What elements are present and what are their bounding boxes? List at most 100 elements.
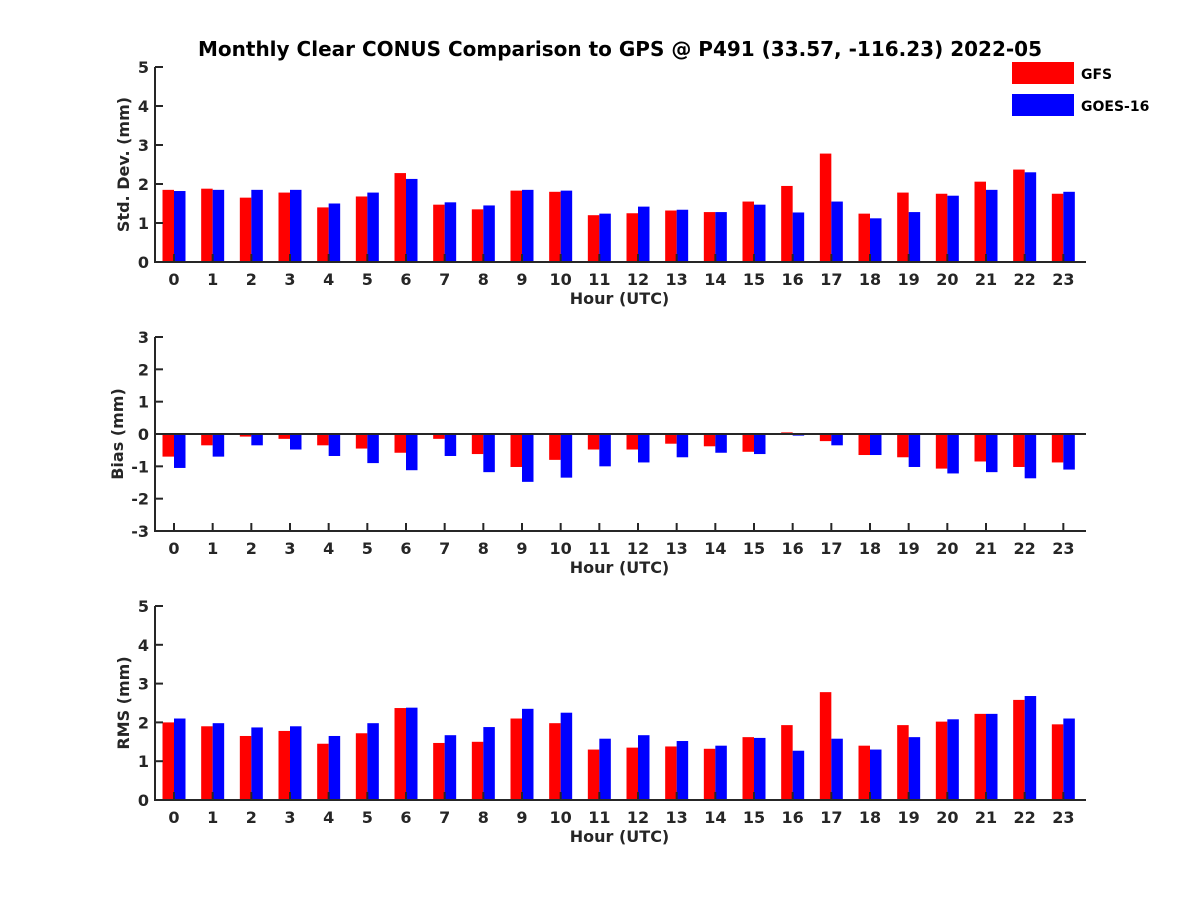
bar-goes16-hour-13 (676, 741, 689, 800)
bar-goes16-hour-7 (444, 434, 457, 456)
bar-goes16-hour-16 (792, 212, 805, 262)
x-axis-label: Hour (UTC) (570, 827, 670, 846)
bar-goes16-hour-8 (483, 727, 495, 800)
bar-goes16-hour-17 (831, 201, 843, 262)
y-tick-label: 1 (138, 752, 149, 771)
bar-gfs-hour-8 (471, 434, 484, 455)
x-tick-label: 16 (782, 808, 804, 827)
bar-goes16-hour-18 (870, 218, 882, 262)
x-tick-label: 4 (323, 808, 334, 827)
x-tick-label: 3 (284, 270, 295, 289)
bar-gfs-hour-18 (858, 745, 870, 800)
x-tick-label: 15 (743, 808, 765, 827)
x-tick-label: 0 (168, 270, 179, 289)
y-axis-label: Std. Dev. (mm) (114, 97, 133, 232)
x-tick-label: 21 (975, 808, 997, 827)
x-tick-label: 20 (936, 539, 958, 558)
y-tick-label: 4 (138, 636, 149, 655)
bar-goes16-hour-15 (754, 204, 766, 262)
bar-gfs-hour-16 (781, 725, 793, 800)
bar-gfs-hour-2 (239, 197, 252, 262)
x-tick-label: 18 (859, 270, 881, 289)
x-tick-label: 11 (588, 539, 610, 558)
x-tick-label: 19 (898, 808, 920, 827)
bar-goes16-hour-9 (522, 434, 534, 482)
bar-goes16-hour-15 (754, 737, 766, 800)
x-tick-label: 7 (439, 808, 450, 827)
x-tick-label: 9 (516, 539, 527, 558)
x-tick-label: 14 (704, 539, 726, 558)
x-tick-label: 3 (284, 539, 295, 558)
y-tick-label: 1 (138, 214, 149, 233)
bar-goes16-hour-20 (947, 195, 959, 262)
bar-goes16-hour-5 (367, 192, 379, 262)
x-tick-label: 22 (1014, 539, 1036, 558)
bar-goes16-hour-3 (290, 726, 302, 800)
bar-gfs-hour-7 (433, 204, 445, 262)
bar-gfs-hour-22 (1013, 169, 1025, 262)
x-tick-label: 18 (859, 539, 881, 558)
x-tick-label: 16 (782, 270, 804, 289)
bar-gfs-hour-17 (819, 153, 832, 262)
bar-gfs-hour-13 (665, 746, 677, 800)
bar-goes16-hour-9 (522, 189, 534, 262)
bar-gfs-hour-11 (587, 215, 600, 262)
x-tick-label: 17 (820, 539, 842, 558)
bar-gfs-hour-7 (433, 742, 445, 800)
bar-goes16-hour-20 (947, 719, 959, 800)
x-tick-label: 17 (820, 808, 842, 827)
legend-label-gfs: GFS (1081, 67, 1112, 83)
legend-swatch-gfs (1012, 62, 1074, 84)
bar-goes16-hour-6 (406, 434, 418, 471)
x-tick-label: 7 (439, 539, 450, 558)
bar-goes16-hour-23 (1063, 718, 1075, 800)
bar-gfs-hour-11 (587, 749, 600, 800)
bar-gfs-hour-15 (742, 737, 754, 800)
x-tick-label: 10 (550, 270, 572, 289)
x-tick-label: 10 (550, 539, 572, 558)
y-tick-label: 4 (138, 97, 149, 116)
y-tick-label: 3 (138, 675, 149, 694)
bar-gfs-hour-0 (162, 434, 174, 457)
bar-goes16-hour-5 (367, 723, 379, 800)
x-tick-label: 13 (666, 270, 688, 289)
legend-label-goes16: GOES-16 (1081, 99, 1149, 115)
bar-goes16-hour-0 (174, 191, 186, 262)
bar-gfs-hour-14 (703, 748, 716, 800)
bar-gfs-hour-20 (935, 721, 948, 800)
bar-goes16-hour-10 (560, 712, 573, 800)
bar-goes16-hour-14 (715, 212, 727, 262)
bar-goes16-hour-2 (251, 727, 263, 800)
x-tick-label: 21 (975, 539, 997, 558)
x-tick-label: 1 (207, 270, 218, 289)
x-tick-label: 7 (439, 270, 450, 289)
bar-goes16-hour-16 (792, 750, 805, 800)
x-tick-label: 9 (516, 808, 527, 827)
bar-gfs-hour-7 (433, 434, 445, 439)
legend: GFS GOES-16 (1012, 62, 1149, 116)
bar-goes16-hour-9 (522, 708, 534, 800)
x-tick-label: 15 (743, 539, 765, 558)
bar-goes16-hour-22 (1024, 696, 1037, 800)
x-tick-label: 8 (478, 808, 489, 827)
x-tick-label: 23 (1052, 539, 1074, 558)
bar-goes16-hour-19 (908, 434, 921, 467)
x-tick-label: 5 (362, 808, 373, 827)
bar-goes16-hour-22 (1024, 434, 1037, 479)
bar-gfs-hour-14 (703, 212, 716, 262)
bar-gfs-hour-22 (1013, 699, 1025, 800)
x-tick-label: 13 (666, 539, 688, 558)
x-tick-label: 8 (478, 270, 489, 289)
x-tick-label: 2 (246, 270, 257, 289)
bar-goes16-hour-7 (444, 735, 457, 800)
bar-goes16-hour-14 (715, 745, 727, 800)
bar-gfs-hour-6 (394, 173, 406, 262)
bar-gfs-hour-1 (201, 188, 213, 262)
x-tick-label: 2 (246, 539, 257, 558)
bar-gfs-hour-10 (549, 723, 561, 800)
x-tick-label: 11 (588, 808, 610, 827)
x-tick-label: 17 (820, 270, 842, 289)
x-tick-label: 6 (400, 270, 411, 289)
